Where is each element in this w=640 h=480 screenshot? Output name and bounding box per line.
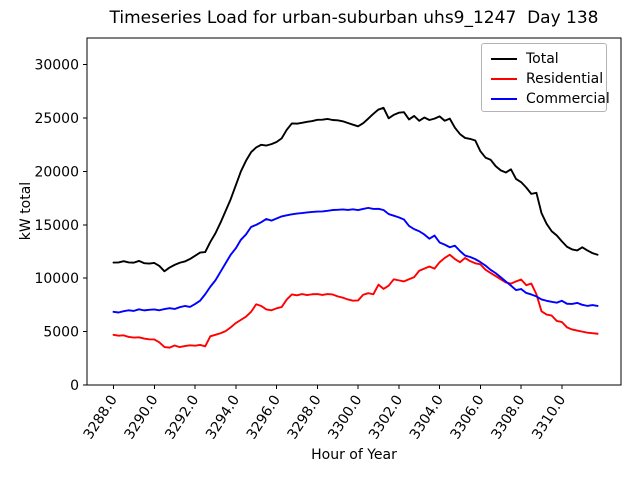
- y-tick-label: 10000: [34, 271, 79, 287]
- x-tick-label: 3292.0: [162, 392, 202, 442]
- y-tick-label: 0: [70, 378, 79, 394]
- x-axis-label: Hour of Year: [311, 447, 397, 463]
- legend-label-residential: Residential: [526, 71, 604, 87]
- x-tick-label: 3306.0: [448, 392, 488, 442]
- legend-item-commercial: Commercial: [491, 89, 610, 109]
- x-tick-label: 3304.0: [407, 392, 447, 442]
- commercial-line-swatch: [491, 98, 517, 100]
- x-tick-label: 3288.0: [81, 392, 121, 442]
- x-tick-label: 3300.0: [325, 392, 365, 442]
- y-tick-label: 30000: [34, 58, 79, 74]
- y-tick-label: 5000: [43, 325, 79, 341]
- series-line-residential: [112, 253, 599, 349]
- y-tick-label: 20000: [34, 164, 79, 180]
- legend-label-total: Total: [526, 51, 559, 67]
- x-tick-label: 3290.0: [122, 392, 162, 442]
- y-tick-label: 25000: [34, 111, 79, 127]
- x-tick-label: 3308.0: [488, 392, 528, 442]
- series-line-commercial: [112, 206, 599, 314]
- x-tick-label: 3310.0: [529, 392, 569, 442]
- x-tick-label: 3302.0: [366, 392, 406, 442]
- legend-item-residential: Residential: [491, 69, 603, 89]
- x-tick-label: 3298.0: [285, 392, 325, 442]
- legend-label-commercial: Commercial: [526, 91, 610, 107]
- legend: Total Residential Commercial: [481, 43, 610, 112]
- series-line-total: [112, 106, 599, 273]
- y-tick-label: 15000: [34, 218, 79, 234]
- x-tick-label: 3294.0: [203, 392, 243, 442]
- total-line-swatch: [491, 58, 517, 60]
- legend-item-total: Total: [491, 49, 598, 69]
- x-tick-label: 3296.0: [244, 392, 284, 442]
- chart-title: Timeseries Load for urban-suburban uhs9_…: [109, 8, 599, 28]
- axes-frame: [86, 37, 622, 386]
- residential-line-swatch: [491, 78, 517, 80]
